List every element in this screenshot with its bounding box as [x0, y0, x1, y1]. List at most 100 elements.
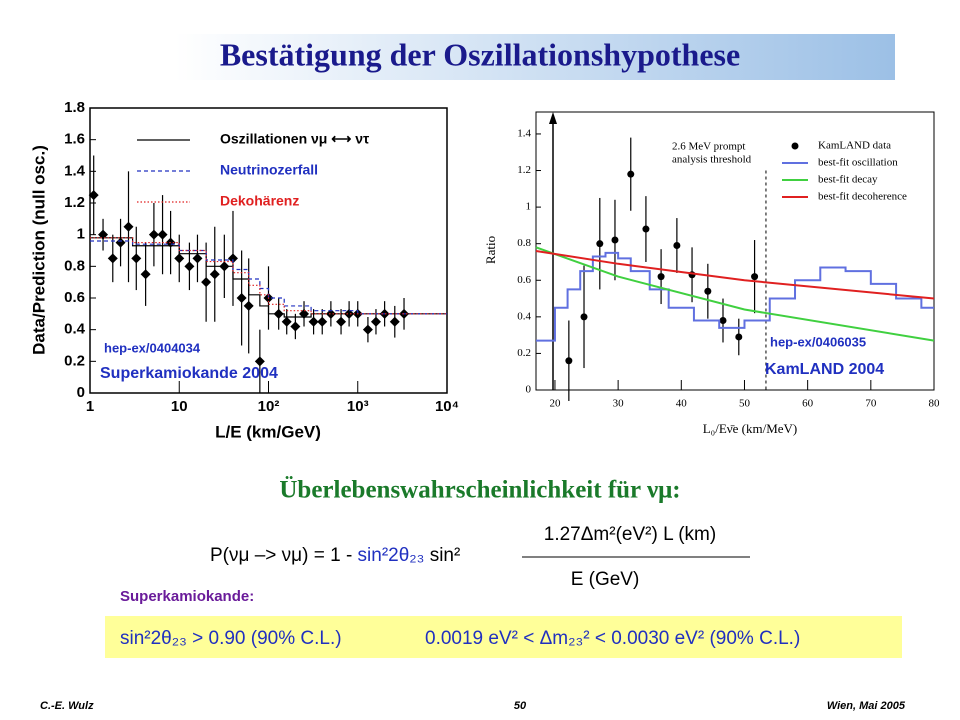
data-point [123, 221, 134, 232]
title-band [175, 34, 895, 80]
x-tick-label: 10⁴ [435, 398, 459, 415]
x-tick-label: 20 [549, 398, 561, 410]
result-label: Superkamiokande: [120, 588, 254, 605]
annotation: analysis threshold [672, 154, 752, 166]
data-point [611, 236, 619, 244]
data-point [98, 229, 109, 240]
data-point [704, 287, 712, 295]
legend-label: Dekohärenz [220, 193, 299, 209]
annotation: hep-ex/0406035 [770, 334, 866, 349]
footer-author: C.-E. Wulz [40, 700, 94, 712]
x-tick-label: 10 [171, 398, 188, 415]
data-point [243, 300, 254, 311]
data-point [389, 316, 400, 327]
data-point [580, 313, 588, 321]
x-tick-label: 10³ [347, 398, 369, 415]
data-point [719, 317, 727, 324]
data-point [88, 190, 99, 201]
y-tick-label: 1 [77, 226, 85, 243]
x-tick-label: 30 [613, 398, 625, 410]
data-point [673, 242, 681, 250]
formula-mixing: sin²2θ₂₃ [358, 545, 425, 566]
formula: P(νμ –> νμ) = 1 - sin²2θ₂₃ sin² [210, 545, 460, 566]
data-point [735, 333, 743, 341]
line [535, 246, 935, 342]
step-line [90, 240, 447, 315]
data-point [184, 261, 195, 272]
data-point [370, 316, 381, 327]
data-point [565, 357, 573, 365]
data-point [254, 356, 265, 367]
x-axis-label: L/E (km/GeV) [215, 422, 321, 441]
y-tick-label: 0 [526, 384, 532, 396]
annotation: KamLAND 2004 [765, 361, 884, 378]
data-point [308, 316, 319, 327]
x-tick-label: 10² [258, 398, 280, 415]
x-tick-label: 40 [676, 398, 688, 410]
data-point [140, 269, 151, 280]
result-box [105, 616, 902, 658]
y-tick-label: 0.6 [64, 289, 85, 306]
y-tick-label: 1.8 [64, 99, 85, 116]
data-point [192, 253, 203, 264]
footer-page: 50 [514, 700, 527, 712]
legend-label: Neutrinozerfall [220, 162, 318, 178]
limit-arrow-head [549, 112, 557, 124]
y-tick-label: 1 [526, 201, 532, 213]
y-tick-label: 0 [77, 384, 85, 401]
data-point [131, 253, 142, 264]
data-point [115, 237, 126, 248]
data-point [317, 316, 328, 327]
data-point [596, 240, 604, 248]
step-line [90, 237, 447, 315]
slide-title: Bestätigung der Oszillationshypothese [220, 36, 740, 72]
data-point [209, 269, 220, 280]
data-point [157, 229, 168, 240]
y-tick-label: 1.2 [64, 194, 85, 211]
x-tick-label: 60 [802, 398, 814, 410]
data-point [290, 321, 301, 332]
survival-heading: Überlebenswahrscheinlichkeit für νμ: [279, 477, 680, 504]
y-tick-label: 1.4 [517, 127, 531, 139]
legend-label: Oszillationen νμ ⟷ ντ [220, 131, 370, 147]
formula-sin: sin² [424, 545, 460, 566]
x-tick-label: 80 [929, 398, 941, 410]
legend-symbol [791, 142, 799, 150]
legend-label: best-fit decoherence [818, 191, 907, 203]
step-line [90, 237, 447, 318]
y-tick-label: 0.6 [517, 274, 531, 286]
data-point [281, 316, 292, 327]
data-point [236, 293, 247, 303]
y-tick-label: 1.2 [517, 164, 531, 176]
data-point [227, 253, 238, 264]
formula-lhs: P(νμ –> νμ) = 1 - [210, 545, 358, 566]
annotation: Superkamiokande 2004 [100, 365, 278, 382]
footer-place: Wien, Mai 2005 [827, 700, 906, 712]
data-point [627, 170, 635, 178]
x-tick-label: 1 [86, 398, 94, 415]
x-tick-label: 70 [865, 398, 877, 410]
line [535, 250, 935, 300]
result-mass: 0.0019 eV² < Δm₂₃² < 0.0030 eV² (90% C.L… [425, 628, 800, 649]
y-tick-label: 0.2 [64, 352, 85, 369]
y-axis-label: Ratio [483, 236, 498, 264]
data-point [657, 273, 665, 281]
y-tick-label: 0.4 [64, 321, 86, 338]
x-axis-label: L₀/Eν̄e (km/MeV) [703, 421, 798, 436]
data-point [174, 253, 185, 264]
y-tick-label: 0.4 [517, 310, 531, 322]
annotation: 2.6 MeV prompt [672, 141, 745, 153]
data-point [201, 277, 212, 288]
denominator: E (GeV) [571, 569, 640, 590]
data-point [299, 308, 310, 319]
x-tick-label: 50 [739, 398, 751, 410]
legend-label: best-fit oscillation [818, 157, 898, 169]
y-axis-label: Data/Prediction (null osc.) [29, 145, 48, 355]
y-tick-label: 0.8 [517, 237, 531, 249]
y-tick-label: 0.2 [517, 347, 531, 359]
result-mixing: sin²2θ₂₃ > 0.90 (90% C.L.) [120, 628, 342, 649]
data-point [362, 324, 373, 335]
y-tick-label: 0.8 [64, 257, 85, 274]
y-tick-label: 1.6 [64, 131, 85, 148]
